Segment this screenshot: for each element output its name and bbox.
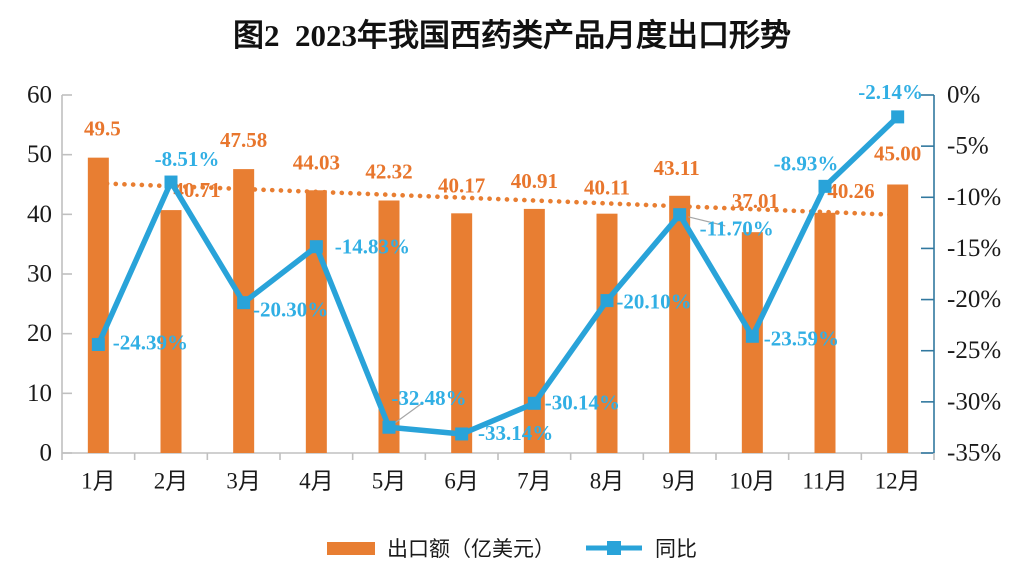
x-axis-category-label: 3月 xyxy=(226,469,261,494)
left-axis-tick-label: 40 xyxy=(27,201,52,228)
right-axis-tick-label: -5% xyxy=(947,133,989,160)
legend-bar-swatch-icon xyxy=(327,541,375,555)
bar xyxy=(596,213,618,453)
x-axis-category-label: 2月 xyxy=(154,469,189,494)
left-axis-tick-label: 0 xyxy=(40,440,53,467)
bar xyxy=(87,157,109,453)
bar xyxy=(233,169,255,453)
bar-value-label: 37.01 xyxy=(732,189,779,213)
yoy-marker xyxy=(382,420,396,434)
bar xyxy=(814,212,836,453)
left-axis-tick-label: 50 xyxy=(27,141,52,168)
bar xyxy=(305,190,327,454)
x-axis-category-label: 10月 xyxy=(729,469,775,494)
yoy-marker xyxy=(164,175,178,189)
right-axis-tick-label: -20% xyxy=(947,286,1001,313)
left-axis-tick-label: 60 xyxy=(27,82,52,109)
x-axis-category-label: 4月 xyxy=(299,469,334,494)
bar xyxy=(378,200,400,453)
right-axis-tick-label: -30% xyxy=(947,388,1001,415)
left-axis-tick-label: 20 xyxy=(27,320,52,347)
bar xyxy=(523,208,545,453)
bar-value-label: 42.32 xyxy=(365,159,412,183)
yoy-marker xyxy=(673,208,687,222)
yoy-value-label: -32.48% xyxy=(391,386,466,410)
bar-value-label: 43.11 xyxy=(654,156,700,180)
chart-title: 图2 2023年我国西药类产品月度出口形势 xyxy=(233,18,791,53)
x-axis-category-label: 9月 xyxy=(662,469,697,494)
x-axis-category-label: 6月 xyxy=(444,469,479,494)
yoy-value-label: -14.83% xyxy=(335,235,410,259)
yoy-marker xyxy=(237,296,251,310)
yoy-value-label: -24.39% xyxy=(113,330,188,354)
bar-value-label: 47.58 xyxy=(220,128,267,152)
trendline xyxy=(96,180,900,218)
legend-line-label: 同比 xyxy=(655,537,697,561)
legend: 出口额（亿美元） 同比 xyxy=(0,533,1024,563)
yoy-value-label: -23.59% xyxy=(764,326,839,350)
yoy-value-label: -8.51% xyxy=(155,147,220,171)
yoy-value-label: -20.10% xyxy=(616,290,691,314)
x-axis-category-label: 11月 xyxy=(802,469,847,494)
yoy-marker xyxy=(745,329,759,343)
yoy-value-label: -30.14% xyxy=(545,390,620,414)
yoy-value-label: -8.93% xyxy=(774,151,839,175)
leader-line xyxy=(688,216,726,227)
leader-line xyxy=(394,403,422,424)
bar-value-label: 45.00 xyxy=(874,142,921,166)
bar xyxy=(160,210,182,453)
bar xyxy=(887,184,909,453)
legend-line-swatch-icon xyxy=(585,540,643,556)
x-axis-category-label: 7月 xyxy=(517,469,552,494)
yoy-value-label: -20.30% xyxy=(253,298,328,322)
x-axis-category-label: 5月 xyxy=(372,469,407,494)
bar-value-label: 49.5 xyxy=(84,117,121,141)
x-axis-category-label: 8月 xyxy=(590,469,625,494)
yoy-marker xyxy=(309,240,323,254)
bar xyxy=(451,213,473,453)
bar-value-label: 40.11 xyxy=(584,176,630,200)
bar-value-label: 44.03 xyxy=(293,150,340,174)
yoy-marker xyxy=(527,396,541,410)
yoy-value-label: -11.70% xyxy=(700,217,774,241)
left-axis-tick-label: 30 xyxy=(27,261,52,288)
bar-value-label: 40.17 xyxy=(438,173,485,197)
yoy-marker xyxy=(818,179,832,193)
x-axis-category-label: 12月 xyxy=(875,469,921,494)
yoy-marker xyxy=(891,110,905,124)
right-axis-tick-label: -35% xyxy=(947,440,1001,467)
right-axis-tick-label: -10% xyxy=(947,184,1001,211)
left-axis-tick-label: 10 xyxy=(27,380,52,407)
yoy-marker xyxy=(91,337,105,351)
legend-bar-label: 出口额（亿美元） xyxy=(387,537,555,561)
right-axis-tick-label: -25% xyxy=(947,337,1001,364)
right-axis-tick-label: 0% xyxy=(947,82,980,109)
yoy-value-label: -2.14% xyxy=(858,80,923,104)
yoy-marker xyxy=(600,294,614,308)
right-axis-tick-label: -15% xyxy=(947,235,1001,262)
yoy-line xyxy=(95,114,900,437)
bar-value-label: 40.26 xyxy=(827,179,874,203)
bar xyxy=(669,195,691,454)
x-axis-category-label: 1月 xyxy=(81,469,116,494)
yoy-value-label: -33.14% xyxy=(478,421,553,445)
yoy-marker xyxy=(455,427,469,441)
bar-value-label: 40.91 xyxy=(511,169,558,193)
